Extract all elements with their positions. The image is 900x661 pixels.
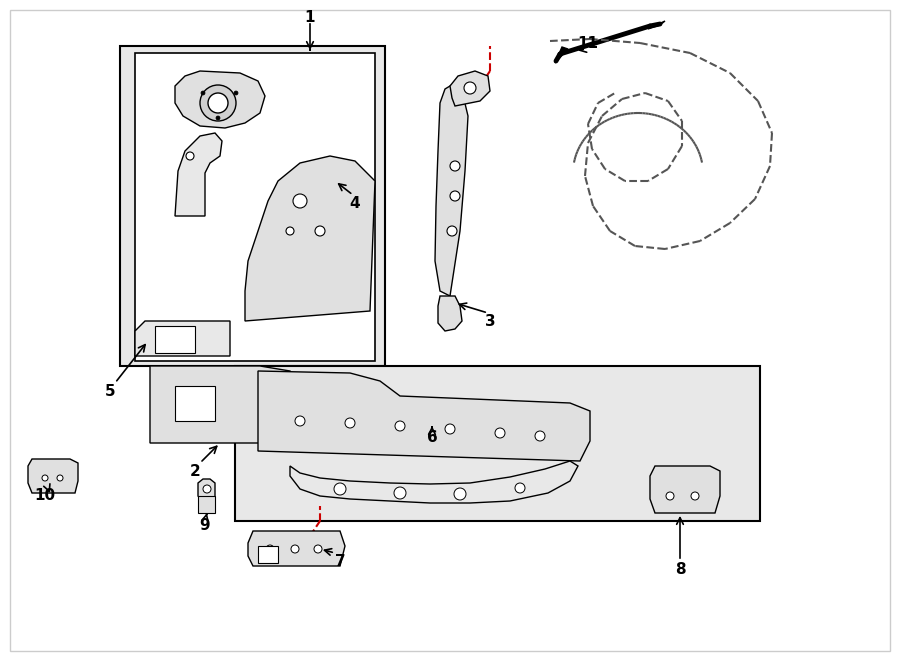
Circle shape: [216, 116, 220, 120]
Polygon shape: [258, 371, 590, 461]
Circle shape: [291, 545, 299, 553]
Circle shape: [345, 418, 355, 428]
Circle shape: [266, 545, 274, 553]
Polygon shape: [235, 366, 760, 521]
Polygon shape: [245, 156, 375, 321]
Polygon shape: [435, 83, 468, 296]
Circle shape: [445, 424, 455, 434]
Circle shape: [464, 82, 476, 94]
Circle shape: [200, 85, 236, 121]
Circle shape: [186, 152, 194, 160]
Text: 7: 7: [335, 553, 346, 568]
Polygon shape: [555, 47, 568, 63]
Polygon shape: [198, 479, 215, 503]
Circle shape: [450, 191, 460, 201]
Polygon shape: [175, 71, 265, 128]
Polygon shape: [650, 466, 720, 513]
Polygon shape: [198, 496, 215, 513]
Circle shape: [395, 421, 405, 431]
Polygon shape: [438, 296, 462, 331]
Circle shape: [454, 488, 466, 500]
Polygon shape: [28, 459, 78, 493]
Polygon shape: [290, 461, 578, 503]
Polygon shape: [175, 386, 215, 421]
Polygon shape: [135, 321, 230, 356]
Circle shape: [394, 487, 406, 499]
Text: 9: 9: [200, 518, 211, 533]
Circle shape: [450, 161, 460, 171]
Circle shape: [315, 226, 325, 236]
Circle shape: [286, 227, 294, 235]
Polygon shape: [175, 133, 222, 216]
Text: 1: 1: [305, 11, 315, 26]
Polygon shape: [150, 366, 290, 443]
Circle shape: [42, 475, 48, 481]
Circle shape: [57, 475, 63, 481]
Polygon shape: [248, 531, 345, 566]
Circle shape: [666, 492, 674, 500]
Circle shape: [295, 416, 305, 426]
Polygon shape: [155, 326, 195, 353]
Circle shape: [314, 545, 322, 553]
Circle shape: [447, 226, 457, 236]
Polygon shape: [648, 21, 665, 29]
Circle shape: [515, 483, 525, 493]
Circle shape: [293, 194, 307, 208]
Text: 5: 5: [104, 383, 115, 399]
Text: 8: 8: [675, 561, 685, 576]
Circle shape: [691, 492, 699, 500]
Text: 10: 10: [34, 488, 56, 504]
Circle shape: [203, 485, 211, 493]
Polygon shape: [450, 71, 490, 106]
Polygon shape: [258, 546, 278, 563]
Text: 11: 11: [578, 36, 599, 50]
Circle shape: [334, 483, 346, 495]
Circle shape: [535, 431, 545, 441]
Polygon shape: [135, 53, 375, 361]
Text: 2: 2: [190, 463, 201, 479]
Text: 3: 3: [485, 313, 495, 329]
Text: 4: 4: [350, 196, 360, 210]
Polygon shape: [120, 46, 385, 366]
Circle shape: [201, 91, 205, 95]
Text: 6: 6: [427, 430, 437, 446]
Circle shape: [234, 91, 238, 95]
Circle shape: [495, 428, 505, 438]
Circle shape: [208, 93, 228, 113]
